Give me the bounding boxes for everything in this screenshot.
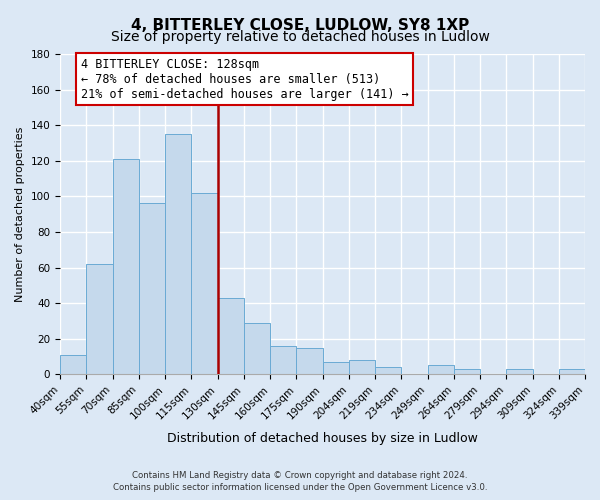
Text: Size of property relative to detached houses in Ludlow: Size of property relative to detached ho… [110,30,490,44]
X-axis label: Distribution of detached houses by size in Ludlow: Distribution of detached houses by size … [167,432,478,445]
Bar [165,134,191,374]
Bar [559,369,585,374]
Bar [270,346,296,374]
Bar [113,159,139,374]
Bar [244,322,270,374]
Bar [506,369,533,374]
Bar [428,366,454,374]
Text: 4 BITTERLEY CLOSE: 128sqm
← 78% of detached houses are smaller (513)
21% of semi: 4 BITTERLEY CLOSE: 128sqm ← 78% of detac… [81,58,409,100]
Bar [139,204,165,374]
Bar [454,369,480,374]
Text: Contains HM Land Registry data © Crown copyright and database right 2024.
Contai: Contains HM Land Registry data © Crown c… [113,471,487,492]
Bar [60,354,86,374]
Bar [191,193,218,374]
Bar [323,362,349,374]
Text: 4, BITTERLEY CLOSE, LUDLOW, SY8 1XP: 4, BITTERLEY CLOSE, LUDLOW, SY8 1XP [131,18,469,32]
Y-axis label: Number of detached properties: Number of detached properties [15,126,25,302]
Bar [349,360,375,374]
Bar [218,298,244,374]
Bar [86,264,113,374]
Bar [296,348,323,374]
Bar [375,367,401,374]
